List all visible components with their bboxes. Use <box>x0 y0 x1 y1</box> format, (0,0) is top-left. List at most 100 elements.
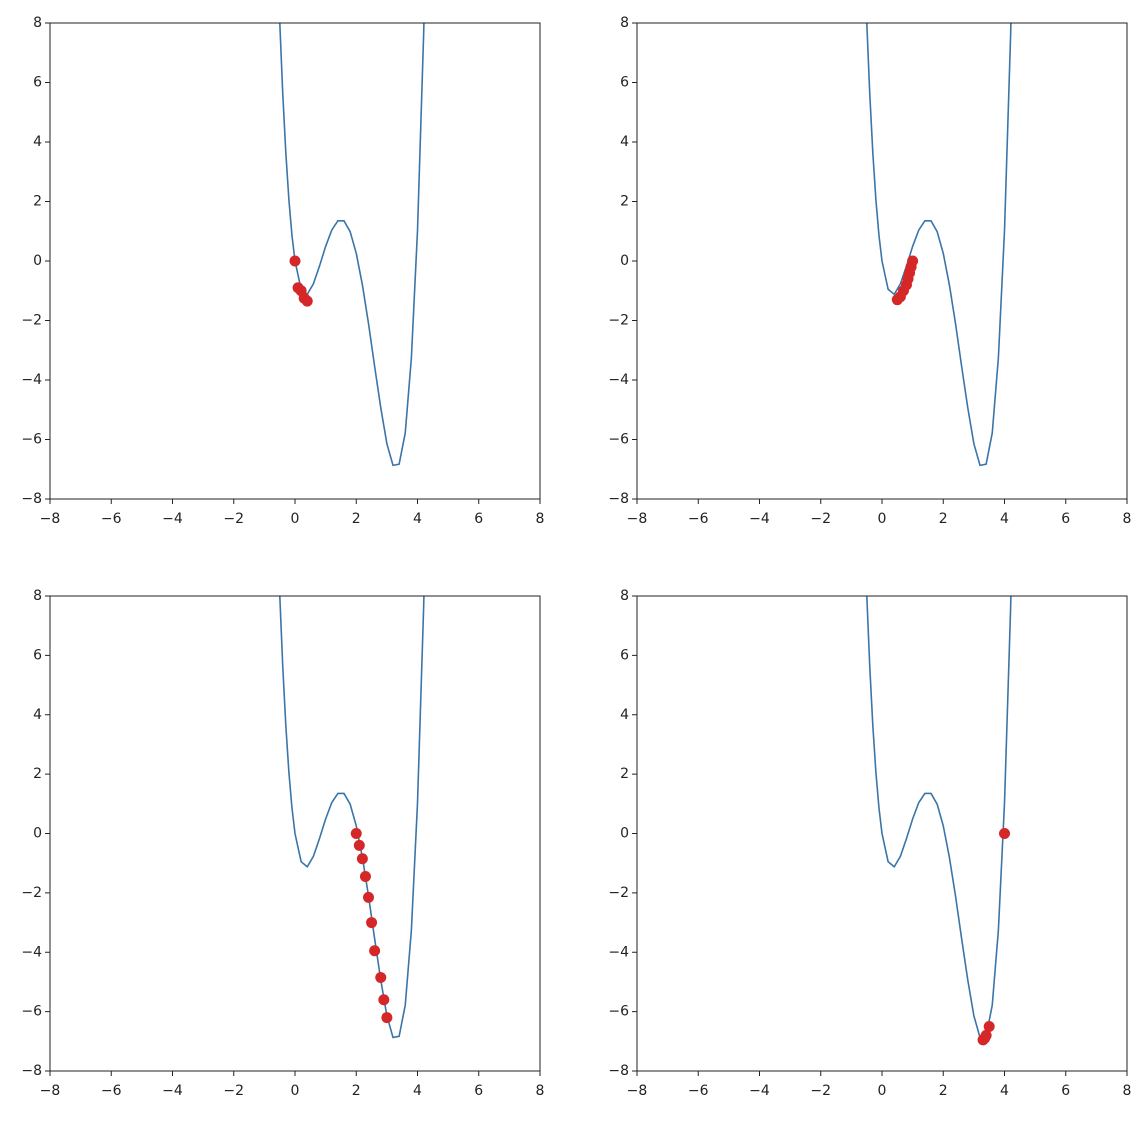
x-tick-label: 6 <box>474 511 483 527</box>
x-tick-label: −2 <box>810 1083 831 1099</box>
x-tick-label: 6 <box>474 1083 483 1099</box>
y-tick-label: −2 <box>608 313 629 329</box>
y-tick-label: 6 <box>620 647 629 663</box>
x-tick-label: 2 <box>939 511 948 527</box>
subplot: −8 −6 −4 −2 0 2 4 6 8 −8 −6 −4 −2 0 2 4 6 8 <box>21 588 545 1099</box>
y-tick-label: 8 <box>33 15 42 31</box>
x-tick-label: 4 <box>413 1083 422 1099</box>
axes-frame <box>49 595 541 1072</box>
subplot: −8 −6 −4 −2 0 2 4 6 8 −8 −6 −4 −2 0 2 4 6 8 <box>21 15 545 527</box>
point <box>891 294 903 306</box>
x-tick-label: −6 <box>101 511 122 527</box>
y-tick-label: 8 <box>620 588 629 604</box>
x-tick-label: 8 <box>536 1083 545 1099</box>
y-tick-label: 4 <box>620 707 629 723</box>
curve <box>865 596 1012 1039</box>
y-tick-label: −4 <box>608 372 629 388</box>
point <box>350 828 362 839</box>
point <box>375 971 387 983</box>
y-tick-label: 8 <box>33 588 42 604</box>
x-tick-label: −2 <box>810 511 831 527</box>
y-tick-label: 2 <box>620 766 629 782</box>
x-tick-label: 0 <box>291 511 300 527</box>
y-tick-label: 2 <box>33 766 42 782</box>
x-tick-label: 0 <box>878 1083 887 1099</box>
x-tick-label: 4 <box>1000 1083 1009 1099</box>
point <box>359 871 371 883</box>
point <box>356 853 368 865</box>
point <box>353 839 365 851</box>
x-tick-label: 2 <box>352 511 361 527</box>
x-tick-label: 4 <box>413 511 422 527</box>
y-tick-label: 6 <box>620 75 629 91</box>
curve <box>865 23 1012 467</box>
subplot: −8 −6 −4 −2 0 2 4 6 8 −8 −6 −4 −2 0 2 4 6 8 <box>608 15 1132 527</box>
curve <box>278 23 425 467</box>
y-tick-label: −8 <box>21 491 42 507</box>
y-tick-label: 6 <box>33 75 42 91</box>
y-tick-label: 2 <box>33 194 42 210</box>
subplot: −8 −6 −4 −2 0 2 4 6 8 −8 −6 −4 −2 0 2 4 6 8 <box>608 588 1132 1099</box>
x-tick-label: −4 <box>749 511 770 527</box>
x-tick-label: −4 <box>162 1083 183 1099</box>
x-tick-label: 8 <box>536 511 545 527</box>
y-tick-label: −6 <box>608 432 629 448</box>
y-tick-label: −6 <box>21 432 42 448</box>
y-tick-label: 2 <box>620 194 629 210</box>
x-tick-label: −6 <box>688 511 709 527</box>
y-tick-label: 6 <box>33 647 42 663</box>
x-tick-label: 0 <box>878 511 887 527</box>
y-tick-label: −8 <box>608 491 629 507</box>
y-tick-label: 4 <box>620 134 629 150</box>
x-tick-label: −8 <box>627 1083 648 1099</box>
y-tick-label: −4 <box>608 944 629 960</box>
y-tick-label: −2 <box>21 313 42 329</box>
y-tick-label: −4 <box>21 372 42 388</box>
point <box>983 1020 995 1032</box>
axes-frame <box>49 22 541 500</box>
y-tick-label: 0 <box>33 826 42 842</box>
axes-frame <box>636 22 1128 500</box>
y-tick-label: −8 <box>608 1063 629 1079</box>
x-tick-label: −2 <box>223 511 244 527</box>
point <box>979 1032 991 1044</box>
x-tick-label: 4 <box>1000 511 1009 527</box>
y-tick-label: −8 <box>21 1063 42 1079</box>
y-tick-label: 0 <box>620 253 629 269</box>
point <box>378 994 390 1006</box>
y-tick-label: −2 <box>608 885 629 901</box>
x-tick-label: −4 <box>749 1083 770 1099</box>
point <box>381 1012 393 1024</box>
axes-frame <box>636 595 1128 1072</box>
y-tick-label: −6 <box>608 1004 629 1020</box>
y-tick-label: −4 <box>21 944 42 960</box>
y-tick-label: −2 <box>21 885 42 901</box>
x-tick-label: 8 <box>1123 511 1132 527</box>
y-tick-label: 0 <box>33 253 42 269</box>
x-tick-label: 6 <box>1061 1083 1070 1099</box>
y-tick-label: −6 <box>21 1004 42 1020</box>
point <box>301 295 313 307</box>
x-tick-label: 0 <box>291 1083 300 1099</box>
x-tick-label: −8 <box>627 511 648 527</box>
x-tick-label: −8 <box>40 1083 61 1099</box>
y-tick-label: 0 <box>620 826 629 842</box>
x-tick-label: 2 <box>352 1083 361 1099</box>
curve <box>278 596 425 1039</box>
x-tick-label: −6 <box>688 1083 709 1099</box>
y-tick-label: 4 <box>33 134 42 150</box>
x-tick-label: −2 <box>223 1083 244 1099</box>
x-tick-label: −4 <box>162 511 183 527</box>
x-tick-label: −6 <box>101 1083 122 1099</box>
x-tick-label: −8 <box>40 511 61 527</box>
point <box>369 945 381 957</box>
y-tick-label: 4 <box>33 707 42 723</box>
x-tick-label: 6 <box>1061 511 1070 527</box>
x-tick-label: 8 <box>1123 1083 1132 1099</box>
point <box>999 828 1010 839</box>
point <box>289 255 301 267</box>
point <box>366 917 378 929</box>
y-tick-label: 8 <box>620 15 629 31</box>
